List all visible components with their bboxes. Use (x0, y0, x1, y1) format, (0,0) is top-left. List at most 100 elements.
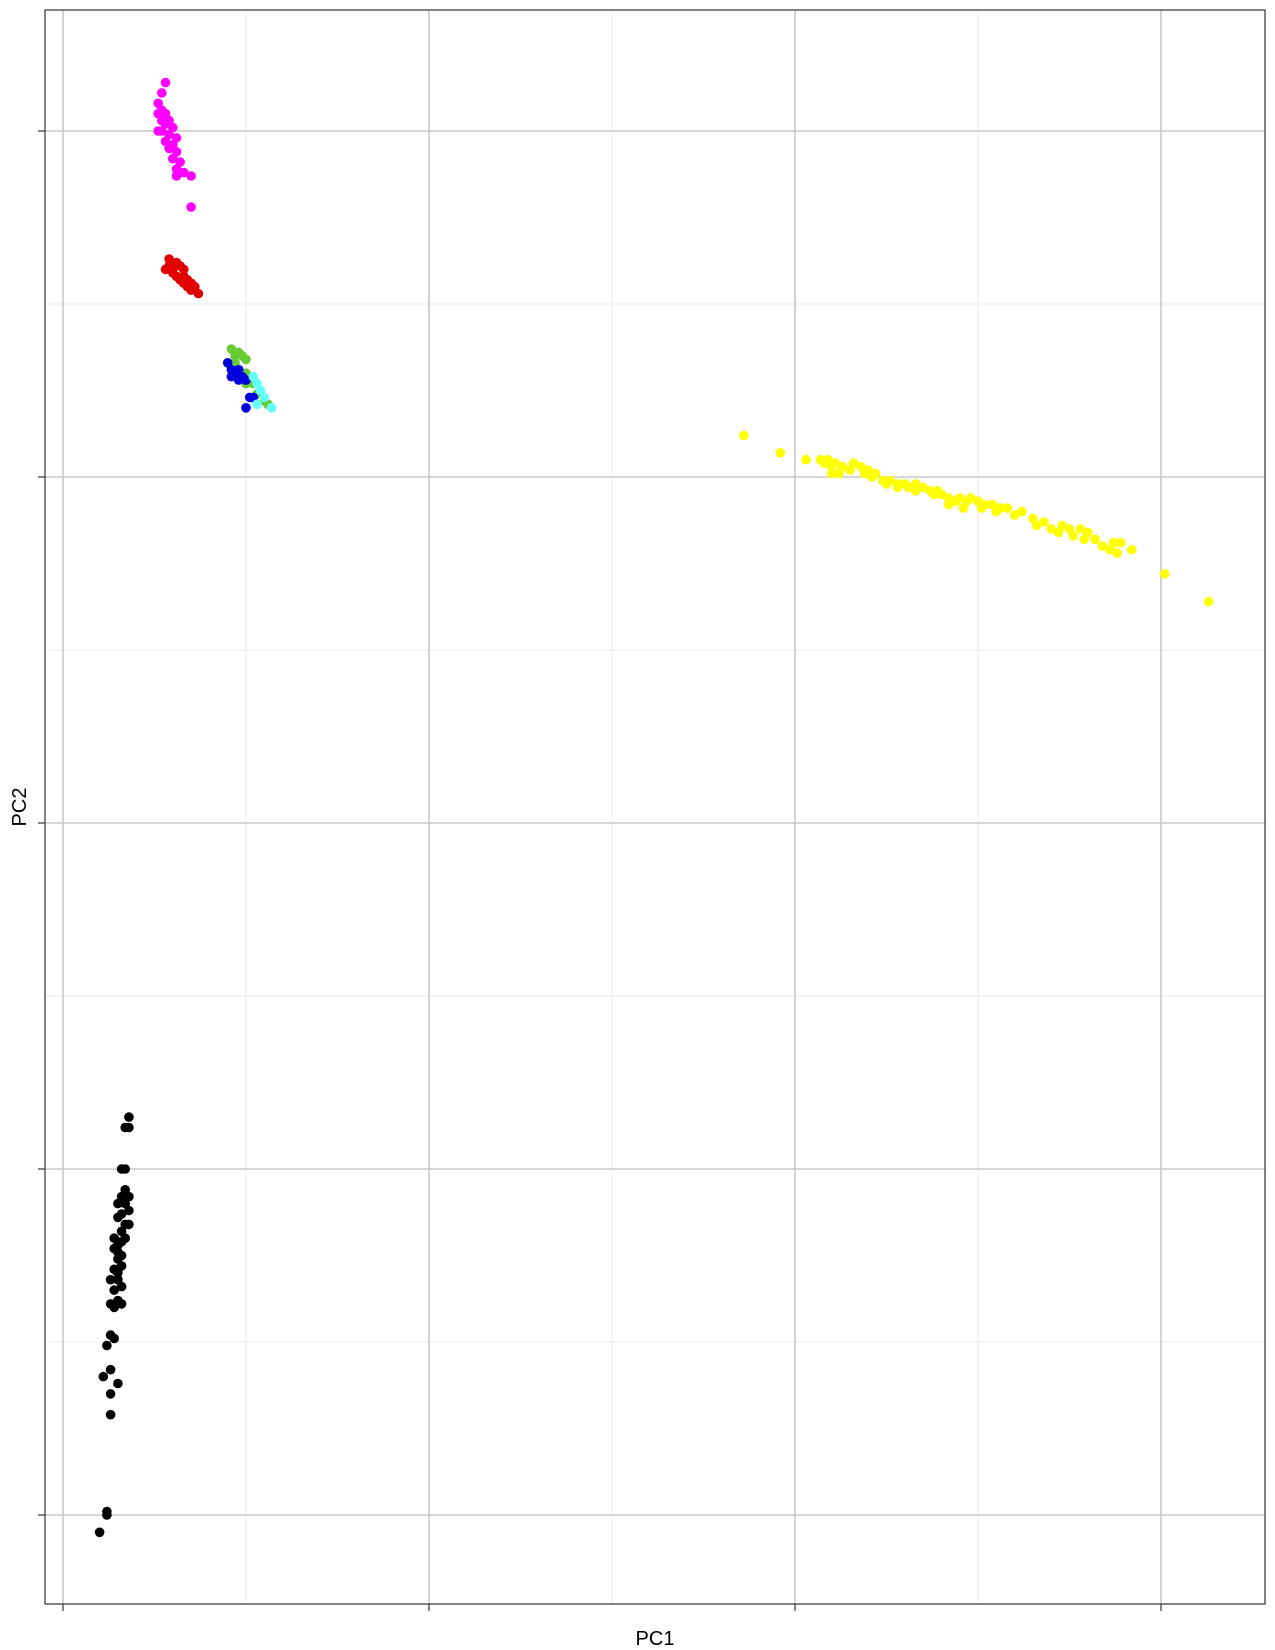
scatter-point (943, 493, 954, 503)
scatter-point (171, 164, 182, 174)
scatter-point (259, 392, 270, 403)
scatter-point (1079, 534, 1089, 545)
scatter-point (241, 375, 251, 385)
scatter-point (929, 489, 939, 500)
scatter-point (834, 468, 844, 479)
scatter-point (113, 1212, 123, 1223)
grid (45, 10, 1265, 1604)
scatter-point (157, 88, 167, 98)
scatter-point (241, 403, 251, 413)
scatter-point (168, 153, 178, 164)
scatter-point (867, 472, 877, 482)
scatter-point (1046, 524, 1056, 534)
scatter-point (911, 486, 921, 496)
scatter-point (1105, 544, 1115, 555)
scatter-point (826, 461, 837, 472)
scatter-point (116, 1299, 127, 1309)
scatter-point (958, 503, 969, 513)
scatter-point (936, 489, 947, 500)
scatter-point (1090, 534, 1100, 545)
scatter-point (911, 479, 921, 489)
scatter-point (113, 1378, 123, 1389)
scatter-point (918, 482, 928, 493)
scatter-point (109, 1302, 119, 1313)
scatter-point (226, 371, 237, 382)
scatter-point (951, 496, 961, 507)
scatter-point (164, 254, 174, 264)
scatter-point (164, 143, 174, 154)
scatter-point (186, 285, 196, 296)
scatter-point (1159, 569, 1170, 579)
scatter-point (105, 1389, 116, 1399)
scatter-point (109, 1285, 119, 1295)
scatter-point (1126, 544, 1137, 555)
scatter-point (105, 1364, 116, 1375)
scatter-point (160, 77, 171, 88)
scatter-point (109, 1333, 119, 1344)
series-0 (153, 77, 196, 212)
scatter-point (124, 1205, 134, 1216)
scatter-point (1017, 506, 1027, 517)
scatter-point (892, 482, 903, 493)
scatter-point (241, 354, 251, 365)
scatter-point (881, 479, 892, 489)
scatter-point (1115, 537, 1126, 548)
scatter-point (186, 202, 196, 212)
scatter-point (124, 1219, 134, 1230)
scatter-point (1053, 527, 1064, 538)
scatter-point (116, 1281, 127, 1292)
axis-ticks (38, 130, 1162, 1611)
scatter-point (826, 468, 837, 479)
series-5 (739, 430, 1214, 607)
scatter-point (94, 1527, 105, 1538)
scatter-point (98, 1371, 109, 1382)
scatter-point (124, 1122, 134, 1133)
scatter-point (801, 454, 811, 465)
scatter-point (1009, 510, 1020, 520)
scatter-point (102, 1340, 112, 1351)
scatter-point (102, 1510, 112, 1520)
scatter-point (819, 458, 830, 469)
scatter-point (775, 448, 786, 458)
scatter-point (1031, 520, 1042, 531)
scatter-point (186, 171, 196, 181)
y-axis-title: PC2 (9, 788, 31, 827)
scatter-point (124, 1112, 134, 1122)
series-4 (248, 371, 277, 413)
series-1 (160, 254, 204, 299)
scatter-point (1068, 531, 1078, 541)
scatter-point (1097, 541, 1108, 551)
data-points (94, 77, 1214, 1538)
scatter-point (105, 1409, 116, 1420)
scatter-point (1203, 596, 1214, 607)
series-3 (222, 358, 259, 413)
scatter-point (113, 1198, 123, 1209)
scatter-point (1075, 524, 1086, 534)
series-6 (94, 1112, 134, 1538)
scatter-point (160, 264, 171, 275)
scatter-point (179, 264, 189, 275)
scatter-point (845, 465, 855, 475)
scatter-point (739, 430, 749, 441)
scatter-point (105, 1274, 116, 1285)
scatter-point (193, 288, 204, 299)
scatter-point (976, 503, 987, 513)
scatter-point (120, 1233, 130, 1243)
scatter-point (1112, 548, 1122, 558)
scatter-point (120, 1164, 130, 1174)
scatter-point (113, 1268, 123, 1278)
scatter-point (903, 482, 914, 493)
scatter-point (859, 468, 870, 479)
scatter-point (991, 506, 1002, 517)
x-axis-title: PC1 (636, 1628, 675, 1650)
scatter-point (1002, 503, 1013, 513)
scatter-point (171, 171, 182, 181)
scatter-point (1039, 517, 1049, 527)
scatter-point (230, 351, 240, 361)
scatter-point (266, 403, 277, 413)
scatter-point (153, 126, 163, 136)
scatter-point (252, 399, 262, 410)
plot-border (44, 9, 1266, 1605)
